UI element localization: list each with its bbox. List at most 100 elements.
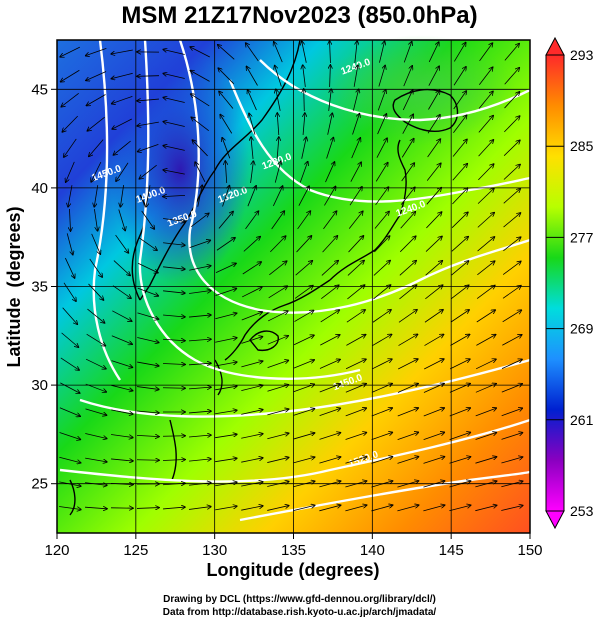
wind-arrow [503, 237, 520, 252]
wind-arrow [451, 285, 468, 300]
wind-arrow [189, 315, 211, 317]
wind-arrow [195, 162, 206, 183]
wind-arrow [379, 41, 384, 63]
wind-arrow [375, 187, 389, 206]
wind-arrow [138, 144, 159, 151]
wind-arrow [375, 163, 388, 182]
wind-arrow [320, 335, 339, 346]
wind-arrow [449, 408, 471, 417]
wind-arrow [293, 457, 314, 464]
wind-arrow [241, 506, 263, 511]
wind-arrow [403, 66, 412, 87]
wind-arrow [136, 508, 159, 509]
wind-arrow [426, 212, 441, 229]
credit-data: Data from http://database.rish.kyoto-u.a… [162, 607, 437, 618]
wind-arrow [118, 209, 125, 230]
wind-arrow [293, 335, 314, 346]
wind-arrow [321, 261, 338, 276]
wind-arrow [268, 286, 288, 299]
wind-arrow [66, 161, 75, 182]
wind-arrow [426, 188, 441, 205]
wind-arrow [449, 505, 470, 512]
wind-arrow [86, 94, 106, 105]
wind-arrow [293, 505, 314, 512]
wind-arrow [423, 408, 444, 417]
wind-arrow [378, 65, 385, 87]
wind-arrow [61, 92, 79, 106]
wind-arrow [501, 505, 522, 511]
wind-arrow [68, 185, 73, 207]
wind-arrow [225, 161, 226, 184]
wind-arrow [449, 457, 471, 464]
wind-arrow [275, 66, 282, 87]
wind-arrow [503, 189, 521, 204]
wind-arrow [323, 211, 336, 230]
wind-arrow [371, 359, 392, 370]
wind-arrow [190, 213, 209, 227]
lat-lon-grid [57, 40, 530, 533]
wind-arrow [89, 258, 102, 277]
wind-arrow [163, 195, 186, 196]
wind-arrow [267, 385, 288, 392]
wind-arrow [453, 115, 466, 134]
wind-arrow [241, 458, 263, 463]
wind-arrow [137, 337, 158, 343]
wind-arrow [136, 435, 159, 436]
wind-arrow [60, 46, 81, 57]
contour-lines [59, 39, 531, 522]
colorbar-tick-label: 253 [570, 503, 594, 519]
wind-arrow [190, 71, 210, 82]
wind-arrow [267, 311, 288, 322]
wind-arrow [189, 507, 211, 510]
wind-arrow [479, 43, 493, 62]
wind-arrow [267, 336, 288, 345]
colorbar-top-triangle [545, 36, 565, 56]
wind-arrow [477, 261, 494, 276]
wind-arrow [371, 432, 393, 440]
wind-arrow [399, 285, 416, 300]
wind-arrow [345, 359, 366, 370]
wind-arrow [94, 209, 97, 231]
wind-arrow [400, 187, 415, 205]
wind-arrow [215, 410, 237, 415]
wind-arrow [504, 116, 519, 133]
wind-arrow [87, 116, 105, 131]
wind-arrow [163, 218, 185, 221]
colorbar-tick-label: 285 [570, 138, 594, 154]
x-tick-label: 130 [202, 542, 227, 559]
wind-arrow [502, 286, 521, 299]
wind-arrow [502, 335, 521, 346]
wind-arrow [450, 310, 469, 323]
wind-arrow [137, 99, 159, 101]
wind-arrow [478, 140, 494, 157]
wind-arrow [216, 238, 235, 251]
wind-arrow [267, 506, 288, 511]
wind-arrow [111, 409, 133, 414]
wind-arrow [428, 91, 439, 110]
credits: Drawing by DCL (https://www.gfd-dennou.o… [0, 593, 599, 619]
x-tick-label: 135 [281, 542, 306, 559]
wind-arrow [377, 114, 387, 135]
wind-arrow [85, 358, 106, 369]
wind-arrow [299, 162, 307, 183]
wind-arrow [403, 42, 411, 63]
wind-arrow [376, 138, 387, 158]
wind-arrow [503, 165, 520, 180]
wind-arrow [353, 65, 358, 87]
wind-arrow [163, 98, 185, 103]
wind-arrow [66, 233, 73, 254]
wind-arrow [425, 285, 442, 300]
wind-arrow [137, 361, 159, 366]
wind-arrow [477, 237, 495, 252]
y-tick-label: 40 [31, 180, 48, 197]
wind-arrow [215, 263, 236, 273]
wind-arrow [294, 310, 313, 322]
wind-arrow [324, 187, 335, 206]
wind-arrow [163, 73, 185, 79]
wind-arrow [501, 408, 523, 417]
wind-arrow [476, 335, 495, 346]
wind-arrow [267, 457, 288, 463]
wind-arrow [502, 310, 522, 323]
wind-arrow [478, 164, 493, 181]
wind-arrow [189, 291, 211, 294]
